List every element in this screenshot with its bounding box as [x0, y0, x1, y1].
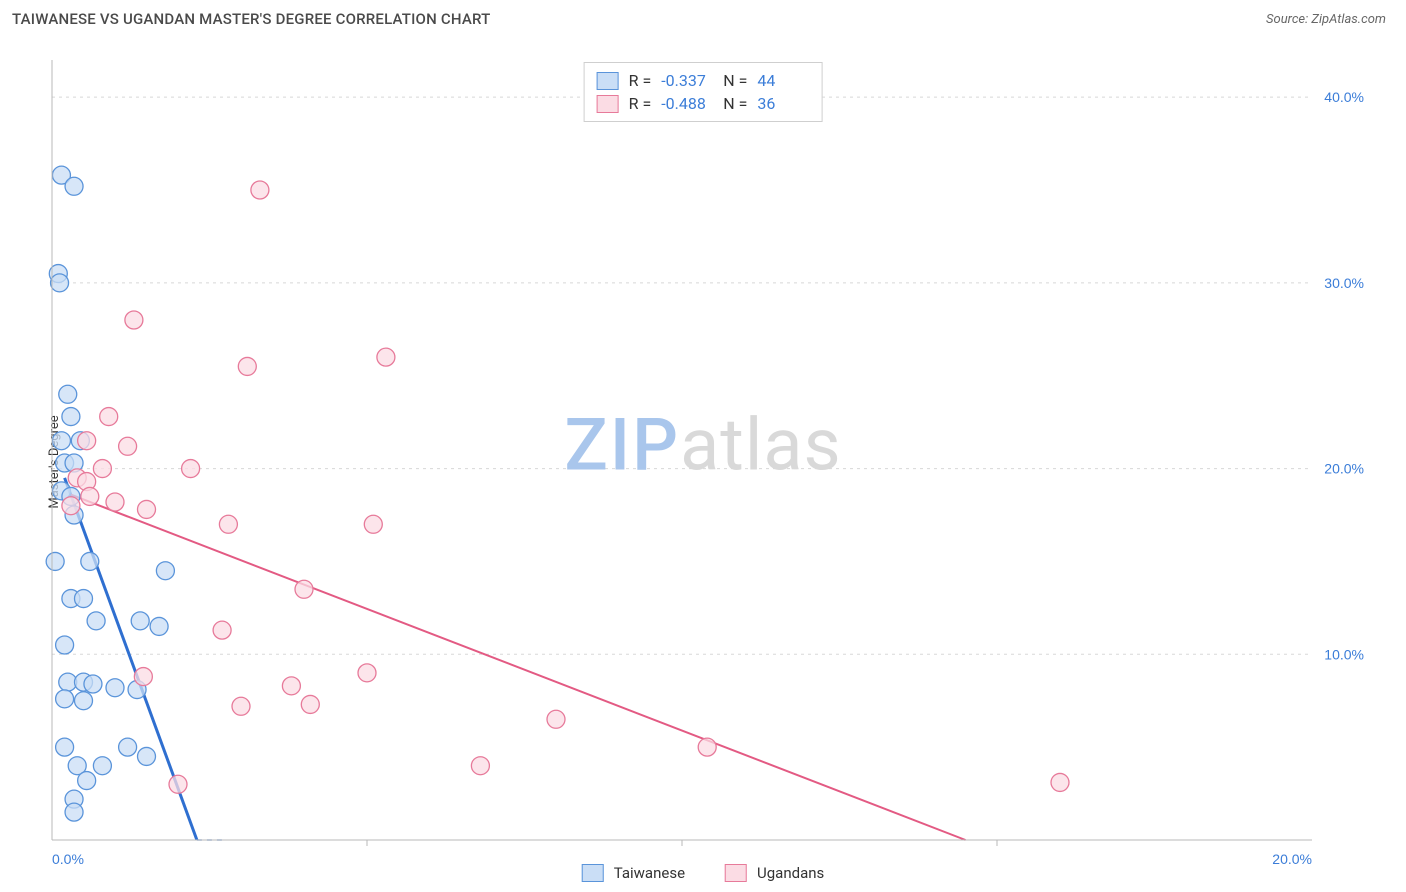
stats-legend: R = -0.337 N = 44 R = -0.488 N = 36	[584, 62, 823, 122]
svg-text:20.0%: 20.0%	[1272, 851, 1312, 867]
legend-label: Taiwanese	[614, 864, 685, 882]
legend-swatch	[725, 864, 747, 882]
r-value: -0.488	[661, 94, 713, 113]
legend-item: Taiwanese	[582, 864, 685, 882]
n-label: N =	[723, 71, 747, 90]
source-label: Source: ZipAtlas.com	[1266, 12, 1386, 27]
svg-text:30.0%: 30.0%	[1324, 275, 1364, 291]
r-label: R =	[629, 94, 652, 113]
n-value: 36	[757, 94, 809, 113]
legend-swatch	[582, 864, 604, 882]
stats-legend-row: R = -0.488 N = 36	[597, 92, 810, 115]
legend-swatch	[597, 72, 619, 90]
series-legend: Taiwanese Ugandans	[582, 864, 825, 882]
r-label: R =	[629, 71, 652, 90]
r-value: -0.337	[661, 71, 713, 90]
legend-label: Ugandans	[757, 864, 824, 882]
scatter-chart: 10.0% 20.0% 30.0% 40.0% 0.0% 20.0%	[12, 42, 1394, 882]
svg-text:10.0%: 10.0%	[1324, 646, 1364, 662]
chart-container: Master's Degree 10.0%20.0%30.0%40.0%0.0%…	[12, 42, 1394, 882]
svg-text:0.0%: 0.0%	[52, 851, 84, 867]
n-value: 44	[757, 71, 809, 90]
n-label: N =	[723, 94, 747, 113]
legend-item: Ugandans	[725, 864, 824, 882]
chart-title: TAIWANESE VS UGANDAN MASTER'S DEGREE COR…	[12, 10, 490, 28]
stats-legend-row: R = -0.337 N = 44	[597, 69, 810, 92]
legend-swatch	[597, 95, 619, 113]
svg-text:20.0%: 20.0%	[1324, 461, 1364, 477]
svg-text:40.0%: 40.0%	[1324, 89, 1364, 105]
